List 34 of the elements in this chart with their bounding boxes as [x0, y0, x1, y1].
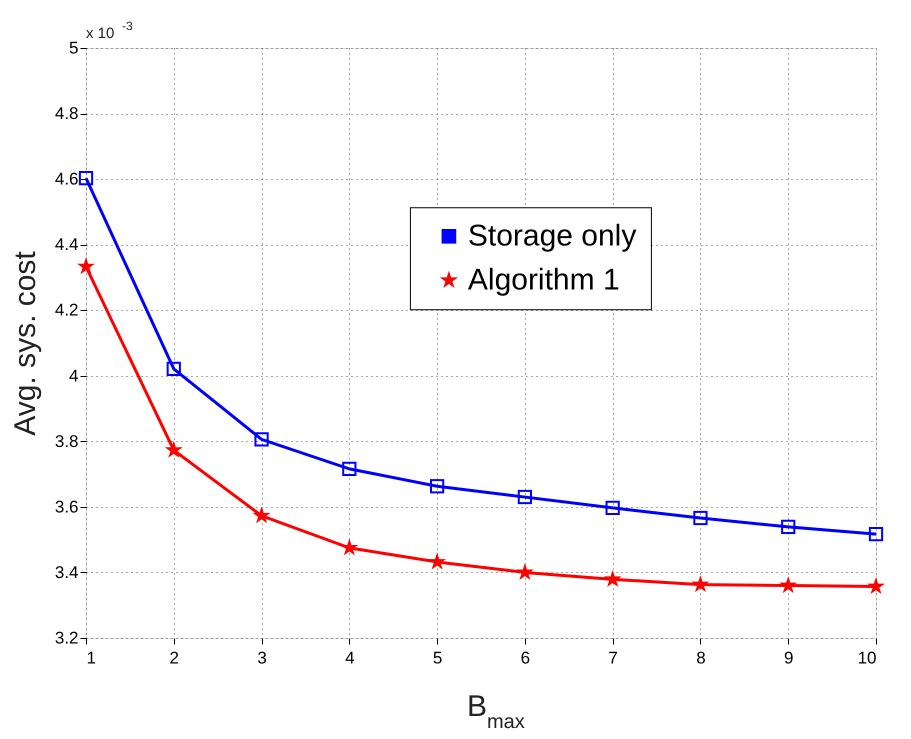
x-tick-label: 3 — [257, 648, 267, 668]
point — [606, 500, 620, 515]
point — [781, 520, 796, 534]
point — [166, 362, 181, 376]
point — [693, 510, 708, 526]
y-tick-label: 4.8 — [54, 104, 78, 124]
text: x 10-3 — [86, 19, 133, 42]
y-tick-label: 3.4 — [54, 562, 78, 582]
x-tick-label: 4 — [345, 648, 355, 668]
point — [430, 479, 444, 494]
point — [254, 432, 269, 446]
y-tick-label: 3.2 — [54, 628, 78, 648]
y-axis-title: Avg. sys. cost — [8, 250, 42, 436]
point — [518, 490, 532, 504]
legend-label: Algorithm 1 — [468, 263, 620, 296]
y-tick-label: 4.4 — [54, 235, 78, 254]
y-tick-label: 3.8 — [54, 432, 78, 451]
y-tick-label: 4.6 — [54, 170, 78, 189]
y-tick-label: 3.6 — [54, 497, 78, 516]
x-tick-label: 1 — [86, 648, 96, 668]
point — [342, 462, 356, 476]
y-tick-label: 4.2 — [54, 300, 78, 320]
legend-label: Storage only — [468, 219, 636, 252]
x-tick-label: 5 — [432, 648, 442, 668]
point — [868, 526, 884, 542]
x-tick-label: 2 — [170, 648, 180, 668]
x-tick-label: 7 — [608, 648, 618, 668]
x-tick-label: 9 — [784, 648, 794, 668]
x-tick-label: 6 — [520, 648, 530, 668]
x-tick-label: 10 — [858, 648, 876, 668]
point — [78, 171, 94, 186]
y-tick-label: 5 — [69, 38, 78, 58]
x-tick-label: 8 — [696, 648, 706, 668]
y-tick-label: 4 — [69, 366, 78, 386]
